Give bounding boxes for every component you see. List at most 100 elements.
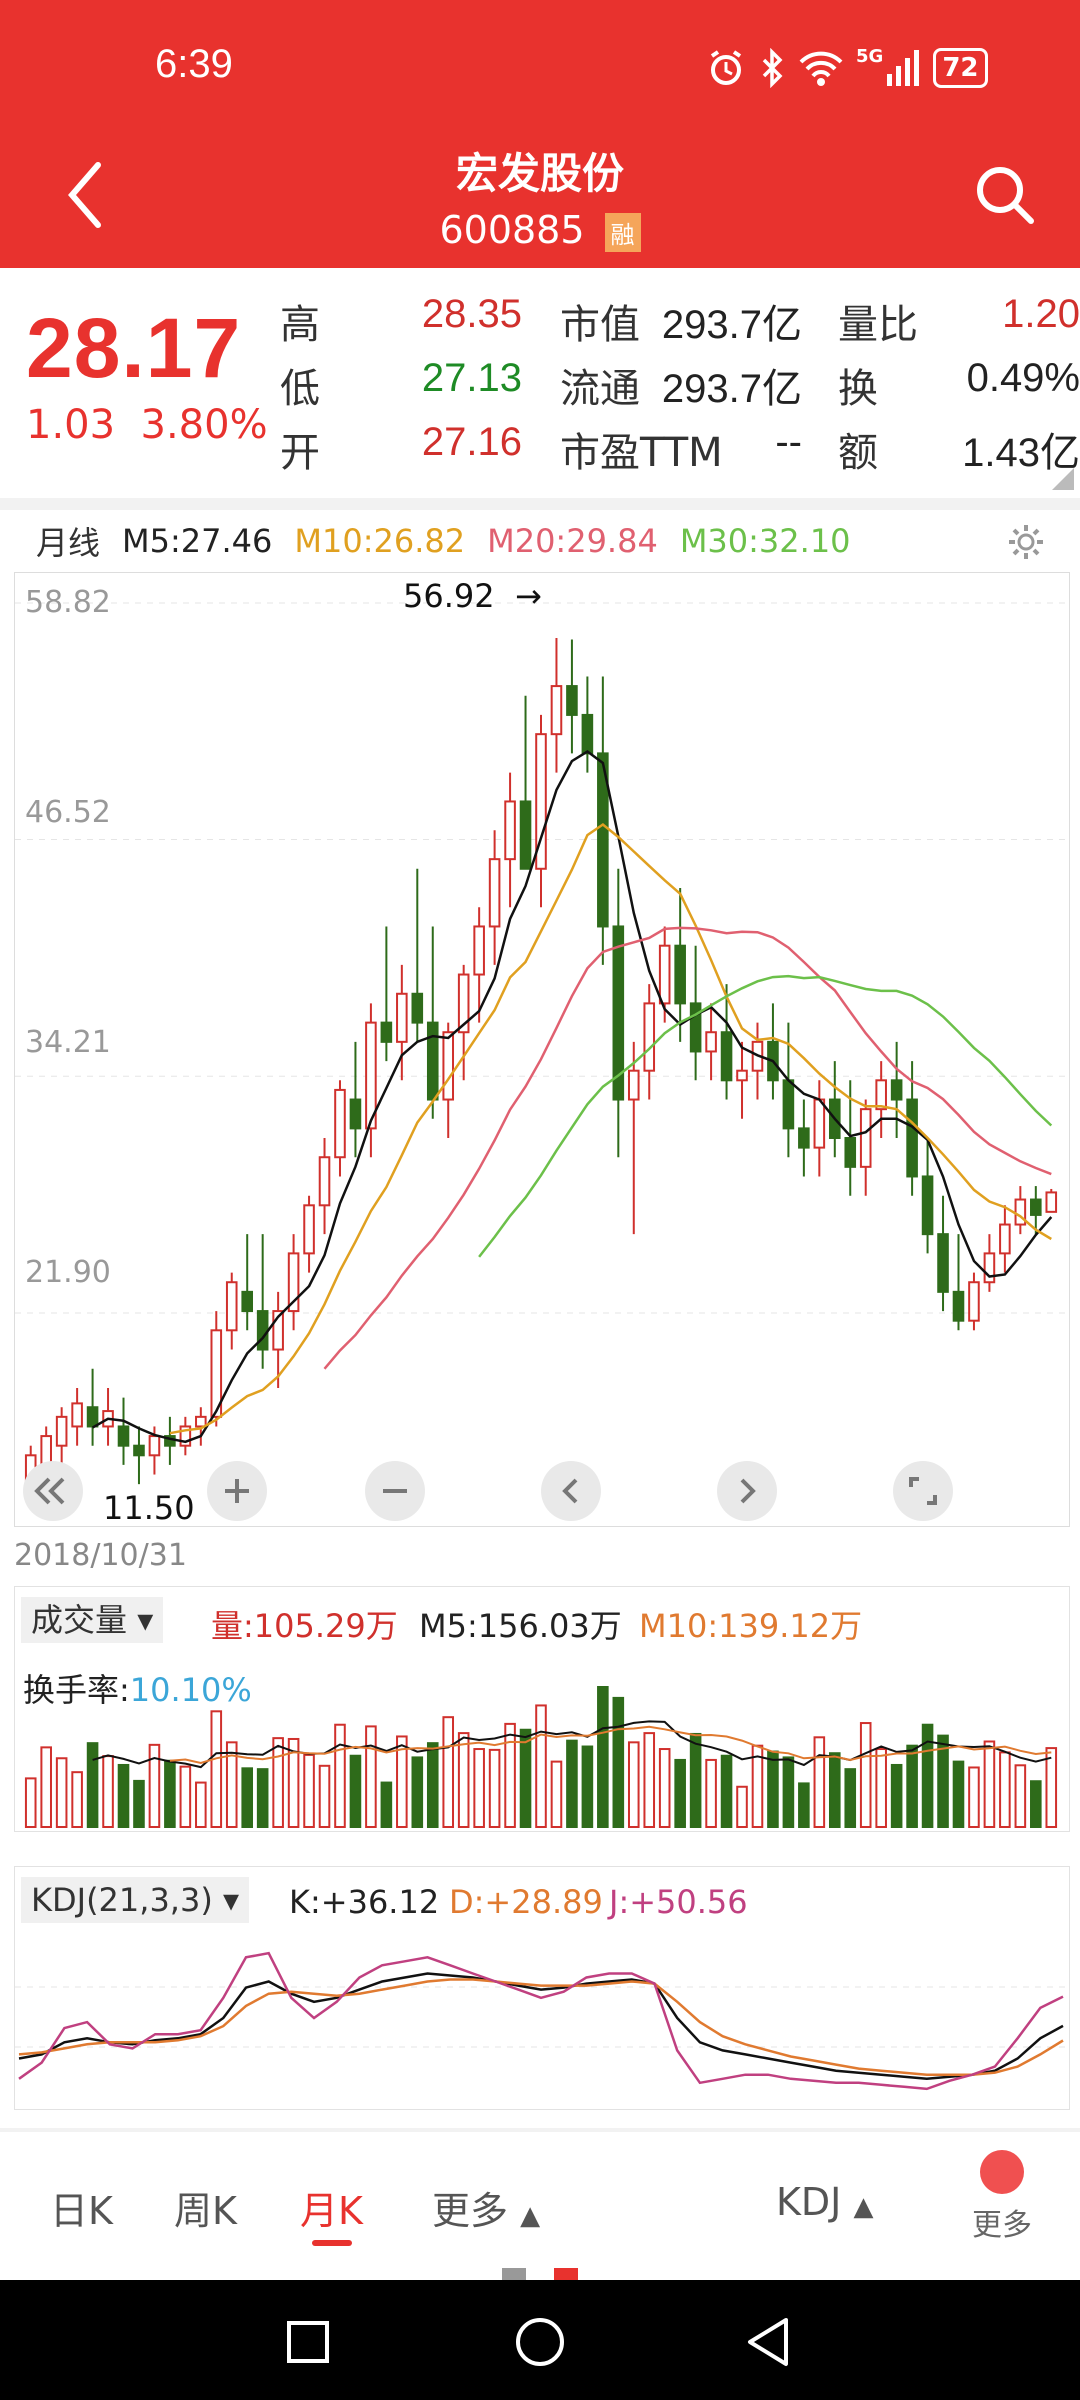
volume-bar xyxy=(937,1734,949,1828)
candle-up xyxy=(875,1079,887,1111)
battery-indicator: 72 xyxy=(933,48,988,88)
double-chevron-left-icon xyxy=(34,1477,65,1505)
volume-bar xyxy=(442,1716,455,1828)
candlestick-chart-panel[interactable]: 58.82 46.52 34.21 21.90 56.92 → 11.50 xyxy=(14,572,1070,1527)
volume-bar xyxy=(952,1760,965,1828)
fullscreen-button[interactable] xyxy=(893,1461,953,1521)
kdj-dropdown[interactable]: KDJ(21,3,3) ▾ xyxy=(21,1877,250,1923)
candle-up xyxy=(1045,1191,1058,1213)
y-tick-2: 46.52 xyxy=(25,795,111,830)
candle-up xyxy=(195,1415,207,1428)
tab-monthly-k[interactable]: 月K xyxy=(300,2189,363,2233)
more-menu-button[interactable]: 更多 xyxy=(966,2150,1038,2244)
scroll-right-button[interactable] xyxy=(717,1461,777,1521)
volume-bar xyxy=(179,1765,192,1828)
volume-dropdown[interactable]: 成交量 ▾ xyxy=(21,1597,164,1643)
x-date-label: 2018/10/31 xyxy=(14,1538,187,1573)
ma10-value: M10:26.82 xyxy=(294,522,466,560)
volume-m5: M5:156.03万 xyxy=(419,1607,622,1645)
candle-down xyxy=(349,1098,362,1130)
volume-bar xyxy=(813,1736,826,1829)
volume-bar xyxy=(488,1748,501,1828)
volume-bar xyxy=(411,1756,424,1828)
network-label: 5G xyxy=(856,46,884,67)
volume-bar xyxy=(334,1723,346,1828)
candle-up xyxy=(318,1156,331,1207)
back-arrow-icon[interactable] xyxy=(58,155,118,235)
volume-bar xyxy=(164,1759,176,1829)
candle-up xyxy=(148,1435,161,1457)
volume-bar xyxy=(597,1686,609,1828)
kdj-panel[interactable]: KDJ(21,3,3) ▾ K:+36.12 D:+28.89 J:+50.56 xyxy=(14,1866,1070,2110)
signal-icon xyxy=(887,50,920,86)
expand-corner-icon[interactable] xyxy=(1052,468,1074,490)
volume-bar xyxy=(999,1751,1011,1828)
fast-back-button[interactable] xyxy=(23,1461,83,1521)
volume-bar xyxy=(225,1741,238,1829)
volume-bar xyxy=(906,1744,918,1828)
candle-down xyxy=(117,1425,130,1447)
recents-icon[interactable] xyxy=(286,2320,330,2364)
candle-up xyxy=(287,1252,300,1313)
wifi-icon xyxy=(799,51,843,86)
stat-value-open: 27.16 xyxy=(421,420,522,464)
stat-label-amount: 额 xyxy=(838,430,878,476)
stat-label-volratio: 量比 xyxy=(838,302,918,348)
tab-weekly-k[interactable]: 周K xyxy=(174,2189,237,2233)
candle-up xyxy=(272,1310,284,1351)
volume-bar xyxy=(968,1766,980,1828)
volume-bar xyxy=(86,1742,99,1828)
tab-more-periods[interactable]: 更多 ▲ xyxy=(432,2189,541,2233)
fullscreen-icon xyxy=(909,1477,937,1505)
candle-up xyxy=(488,858,501,928)
candlestick-chart[interactable] xyxy=(15,573,1069,1526)
volume-bar xyxy=(828,1752,841,1828)
ma30-line xyxy=(478,974,1053,1258)
stat-label-float: 流通 xyxy=(560,366,640,412)
page-indicator xyxy=(502,2268,582,2280)
volume-panel[interactable]: 成交量 ▾ 量:105.29万 M5:156.03万 M10:139.12万 换… xyxy=(14,1586,1070,1832)
back-nav-icon[interactable] xyxy=(744,2316,792,2368)
candle-down xyxy=(782,1079,795,1130)
candle-up xyxy=(813,1098,826,1149)
turnover-row: 换手率:10.10% xyxy=(23,1665,252,1711)
volume-bar xyxy=(133,1779,145,1828)
tab-indicator-kdj[interactable]: KDJ ▲ xyxy=(776,2180,874,2224)
system-nav-bar xyxy=(0,2280,1080,2400)
stat-label-mktcap: 市值 xyxy=(560,302,640,348)
app-header: 6:39 5G 72 宏发股份 600885 融 xyxy=(0,0,1080,268)
candle-down xyxy=(597,752,609,928)
scroll-left-button[interactable] xyxy=(541,1461,601,1521)
kdj-k-line xyxy=(18,1972,1064,2081)
candle-up xyxy=(658,944,671,1005)
volume-bar xyxy=(658,1748,671,1829)
active-tab-indicator xyxy=(312,2240,352,2246)
volume-bar xyxy=(1045,1747,1058,1828)
volume-bar xyxy=(890,1763,903,1828)
candle-down xyxy=(798,1127,810,1149)
period-label: 月线 xyxy=(36,524,101,562)
candle-up xyxy=(983,1252,996,1284)
tab-daily-k[interactable]: 日K xyxy=(50,2189,113,2233)
bluetooth-icon xyxy=(762,48,783,88)
zoom-out-button[interactable] xyxy=(365,1461,425,1521)
home-icon[interactable] xyxy=(514,2316,566,2368)
candle-down xyxy=(256,1310,269,1351)
minus-icon xyxy=(383,1489,407,1493)
search-icon[interactable] xyxy=(970,160,1040,230)
plus-icon xyxy=(225,1479,249,1503)
volume-bar xyxy=(102,1755,114,1829)
volume-bar xyxy=(241,1767,254,1829)
candle-up xyxy=(55,1415,68,1447)
volume-bar xyxy=(535,1704,547,1828)
volume-bar xyxy=(767,1750,779,1829)
candle-down xyxy=(519,800,532,870)
kdj-d-line xyxy=(18,1978,1064,2076)
volume-bar xyxy=(674,1758,686,1828)
gear-icon[interactable] xyxy=(1006,522,1046,562)
volume-bar xyxy=(859,1722,872,1828)
zoom-in-button[interactable] xyxy=(207,1461,267,1521)
candle-up xyxy=(396,992,408,1043)
volume-bar xyxy=(256,1768,269,1828)
candle-up xyxy=(859,1108,872,1168)
